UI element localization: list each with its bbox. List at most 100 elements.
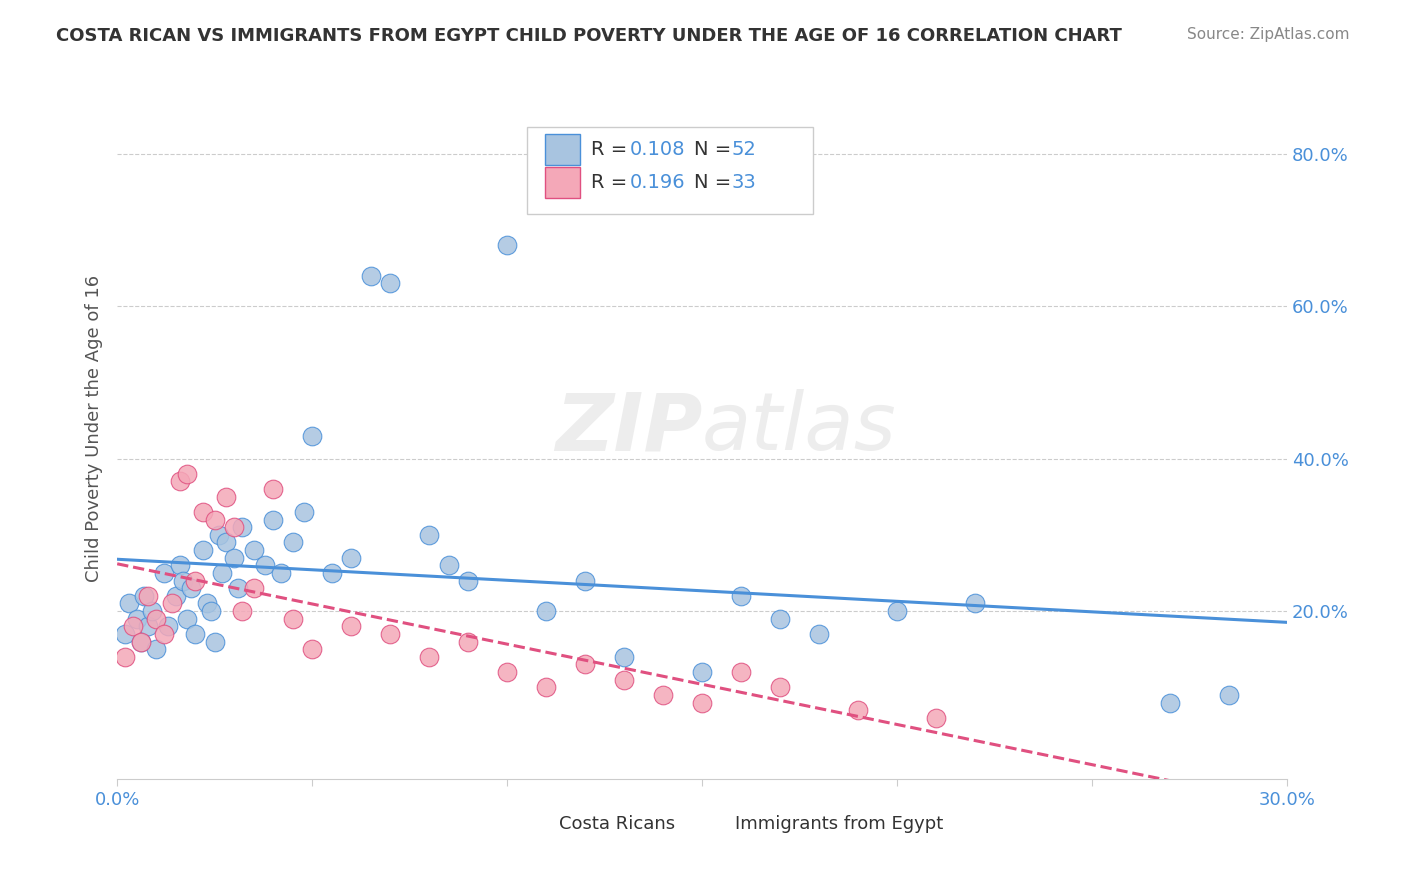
Point (224, 520, 246, 534)
Point (292, 505, 315, 519)
Point (437, 558, 460, 573)
Point (418, 649, 440, 664)
Point (378, 627, 401, 641)
Point (176, 467, 198, 481)
Point (207, 528, 229, 542)
Point (129, 634, 152, 648)
Point (138, 589, 160, 603)
FancyBboxPatch shape (689, 810, 727, 838)
Point (231, 604, 253, 618)
Point (156, 619, 179, 633)
Point (613, 673, 636, 687)
Point (129, 634, 152, 648)
Point (138, 619, 160, 633)
FancyBboxPatch shape (527, 127, 813, 214)
Point (965, 596, 987, 610)
Point (200, 604, 222, 618)
Point (321, 566, 343, 580)
Point (730, 665, 752, 679)
Point (534, 680, 557, 694)
Point (846, 703, 869, 717)
Point (141, 604, 163, 618)
Point (378, 277, 401, 291)
FancyBboxPatch shape (546, 135, 581, 165)
Point (730, 589, 752, 603)
Point (165, 589, 187, 603)
Point (254, 558, 277, 573)
Point (281, 612, 304, 626)
Point (226, 581, 249, 595)
Point (125, 612, 148, 626)
Point (242, 581, 264, 595)
Point (191, 543, 214, 558)
Point (340, 619, 363, 633)
Point (262, 512, 284, 526)
FancyBboxPatch shape (546, 167, 581, 198)
Point (184, 627, 207, 641)
Text: R =: R = (591, 140, 634, 159)
Point (457, 634, 479, 648)
Point (215, 535, 238, 549)
Point (496, 238, 519, 252)
Point (215, 490, 238, 504)
Text: Costa Ricans: Costa Ricans (560, 815, 675, 833)
Point (574, 657, 596, 672)
Point (301, 428, 323, 442)
Point (262, 482, 284, 496)
FancyBboxPatch shape (513, 810, 551, 838)
Point (769, 612, 792, 626)
Point (211, 566, 233, 580)
Text: 33: 33 (731, 173, 756, 192)
Point (1218, 688, 1240, 702)
Text: ZIP: ZIP (555, 389, 702, 467)
Point (769, 680, 792, 694)
Text: atlas: atlas (702, 389, 897, 467)
Point (184, 574, 207, 588)
Point (281, 535, 304, 549)
Point (1159, 696, 1181, 710)
Point (886, 604, 908, 618)
Point (574, 574, 596, 588)
Point (613, 649, 636, 664)
Text: Immigrants from Egypt: Immigrants from Egypt (735, 815, 943, 833)
Point (301, 642, 323, 657)
Point (118, 596, 141, 610)
Point (195, 596, 218, 610)
Point (270, 566, 292, 580)
Point (176, 612, 198, 626)
Point (121, 619, 143, 633)
Point (534, 604, 557, 618)
Point (145, 642, 167, 657)
Point (340, 550, 363, 565)
Y-axis label: Child Poverty Under the Age of 16: Child Poverty Under the Age of 16 (86, 275, 103, 582)
Text: 0.108: 0.108 (630, 140, 685, 159)
Text: N =: N = (695, 173, 738, 192)
Point (690, 696, 713, 710)
Point (145, 612, 167, 626)
Text: R =: R = (591, 173, 634, 192)
Point (457, 574, 479, 588)
Text: 52: 52 (731, 140, 756, 159)
Text: N =: N = (695, 140, 738, 159)
Point (172, 574, 194, 588)
Point (418, 528, 440, 542)
Point (690, 665, 713, 679)
Point (808, 627, 831, 641)
Point (114, 649, 136, 664)
Point (925, 711, 948, 725)
Point (242, 543, 264, 558)
Point (169, 558, 191, 573)
Point (160, 596, 183, 610)
Point (169, 475, 191, 489)
Point (360, 268, 382, 283)
Point (231, 520, 253, 534)
Point (180, 581, 202, 595)
Point (153, 627, 176, 641)
Text: Source: ZipAtlas.com: Source: ZipAtlas.com (1187, 27, 1350, 42)
Point (191, 505, 214, 519)
Point (134, 589, 156, 603)
Text: COSTA RICAN VS IMMIGRANTS FROM EGYPT CHILD POVERTY UNDER THE AGE OF 16 CORRELATI: COSTA RICAN VS IMMIGRANTS FROM EGYPT CHI… (56, 27, 1122, 45)
Point (204, 512, 226, 526)
Point (153, 566, 176, 580)
Point (652, 688, 675, 702)
